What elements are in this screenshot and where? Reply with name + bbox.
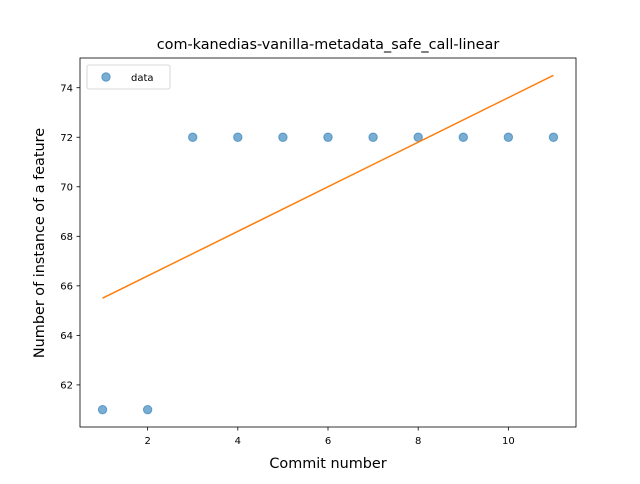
data-point [97,404,108,415]
legend: data [86,64,171,90]
legend-box [86,64,171,90]
data-point [278,132,288,142]
trend-line [102,74,554,299]
legend-label: data [131,73,154,84]
y-tick-label: 64 [60,331,73,342]
x-tick-label: 4 [235,436,241,447]
x-tick-label: 2 [144,436,150,447]
plot-area [97,74,559,415]
x-tick-label: 8 [415,436,421,447]
y-tick-label: 72 [60,133,73,144]
data-point [323,132,333,142]
data-point [368,132,378,142]
data-point [503,132,514,142]
y-tick-label: 66 [60,281,73,292]
y-tick-label: 74 [60,83,73,94]
x-tick-label: 6 [325,436,331,447]
y-axis-label: Number of instance of a feature [32,128,48,358]
y-tick-label: 62 [60,380,73,391]
legend-marker [101,72,111,82]
x-tick-label: 10 [502,436,515,447]
y-tick-label: 68 [60,232,73,243]
chart-title: com-kanedias-vanilla-metadata_safe_call-… [157,37,500,53]
data-point [458,132,468,142]
y-tick-label: 70 [60,182,73,193]
data-point [188,132,198,142]
data-point [548,132,559,142]
data-point [233,132,243,142]
x-axis-label: Commit number [269,456,386,472]
data-point [142,404,153,415]
